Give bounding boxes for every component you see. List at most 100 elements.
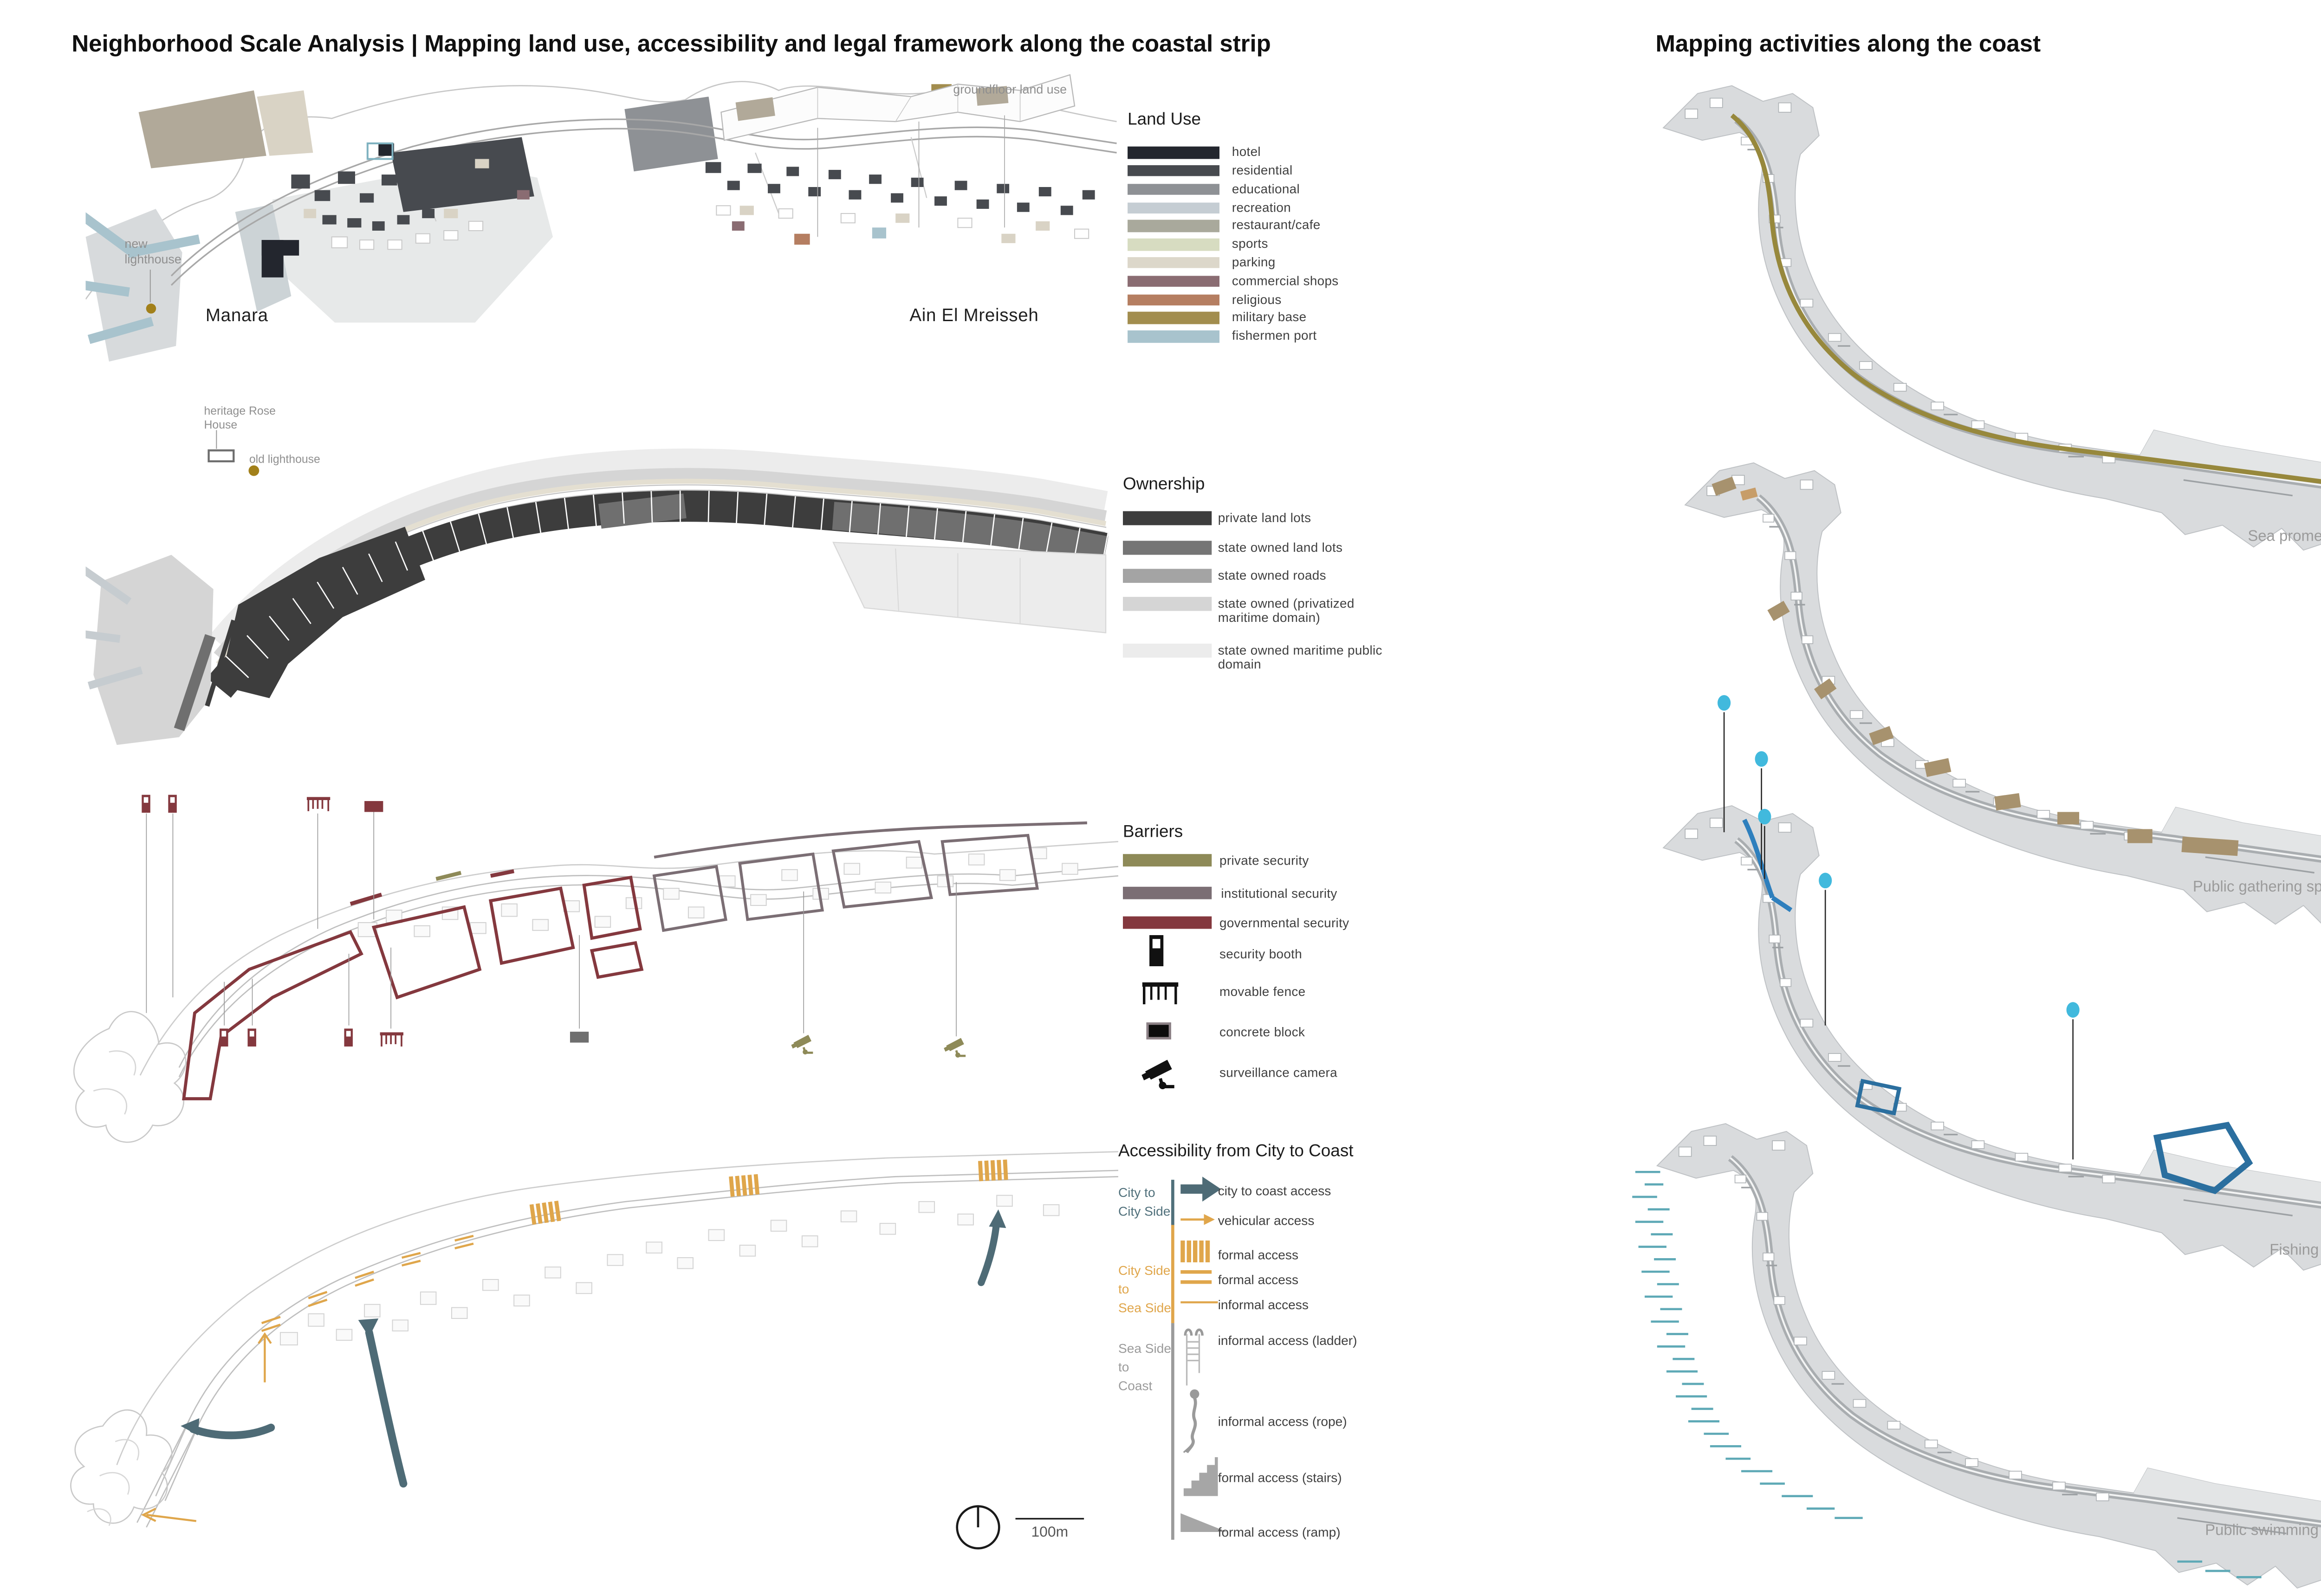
accessibility-map	[70, 1151, 1118, 1528]
ain-el-mreisseh-label: Ain El Mreisseh	[909, 307, 1039, 326]
groundfloor-inset	[720, 74, 1076, 237]
heritage-house-marker	[207, 449, 235, 463]
private-security-segment	[435, 871, 462, 881]
peninsula	[85, 555, 236, 745]
groundfloor-label: groundfloor land use	[953, 82, 1067, 97]
formal-access-hatch-icon	[1180, 1241, 1210, 1263]
residential-swatch	[1128, 165, 1220, 177]
buildings-other	[366, 84, 952, 245]
accessibility-legend: Accessibility from City to Coast City to…	[1118, 1142, 1508, 1551]
buildings-hotel	[261, 143, 394, 278]
governmental-security-swatch	[1123, 916, 1212, 929]
security-booth-icon	[1149, 935, 1164, 967]
legend-row: recreation	[1128, 199, 1486, 217]
legend-row: state owned maritime public domain	[1123, 642, 1489, 677]
leader-lines	[146, 810, 957, 1037]
axon-view-sea-promenade	[1639, 71, 2321, 558]
privatized-maritime-swatch	[1123, 596, 1212, 610]
fishermen-port-swatch	[1128, 330, 1220, 342]
group-label-city: City to City Side	[1118, 1184, 1171, 1219]
religious-swatch	[1128, 294, 1220, 306]
axon-view-public-gathering	[1660, 449, 2321, 935]
legend-row: state owned land lots	[1123, 539, 1489, 559]
rope-icon	[1183, 1389, 1199, 1454]
group-label-seaside: Sea Side to Coast	[1118, 1340, 1172, 1394]
buildings-outline	[331, 205, 1089, 250]
surveillance-camera-icon	[1141, 1057, 1179, 1091]
legend-row: state owned (privatized maritime domain)	[1123, 595, 1489, 630]
headlands	[138, 90, 718, 172]
hotel-swatch	[1128, 147, 1220, 159]
barriers-map	[73, 795, 1119, 1143]
barriers-legend: Barriers private security institutional …	[1123, 823, 1489, 1103]
formal-access-lines-icon	[1180, 1270, 1212, 1284]
formal-access-markers	[141, 1159, 1008, 1522]
view-label-sea-promenade: Sea promenade	[2248, 528, 2321, 546]
base-outline	[70, 1151, 1118, 1528]
legend-row: state owned roads	[1123, 568, 1489, 588]
legend-row: fishermen port	[1128, 327, 1486, 346]
land-use-legend: Land Use hotel residential educational r…	[1128, 110, 1486, 345]
recreation-swatch	[1128, 201, 1220, 214]
view-label-public-gathering: Public gathering spaces	[2192, 879, 2321, 896]
sports-swatch	[1128, 239, 1220, 251]
governmental-security-outlines	[182, 869, 644, 1100]
private-security-swatch	[1123, 854, 1212, 867]
port-area	[85, 204, 292, 362]
ramp-icon	[1180, 1513, 1227, 1532]
informal-access-line-icon	[1180, 1301, 1218, 1304]
legend-row: commercial shops	[1128, 272, 1486, 291]
maritime-public-swatch	[1123, 643, 1212, 657]
vehicular-arrow-icon	[1180, 1214, 1215, 1225]
old-lighthouse-dot	[248, 465, 259, 476]
new-lighthouse-dot	[146, 304, 156, 314]
movable-fence-icon	[1142, 982, 1179, 1005]
group-bar-cityside	[1171, 1225, 1175, 1324]
building-outlines	[279, 1195, 1060, 1346]
private-lots-swatch	[1123, 511, 1212, 525]
legend-row: private land lots	[1123, 510, 1489, 530]
north-compass	[956, 1505, 1000, 1550]
land-use-legend-title: Land Use	[1128, 110, 1201, 129]
gathering-spots	[1712, 477, 2239, 856]
buildings-residential	[291, 162, 1095, 231]
ownership-legend-title: Ownership	[1123, 475, 1205, 494]
manara-open-area	[272, 168, 553, 323]
group-bar-city	[1171, 1180, 1175, 1225]
scale-label: 100m	[1031, 1524, 1069, 1542]
state-owned-lot	[598, 493, 687, 529]
ladder-icon	[1184, 1328, 1204, 1386]
new-lighthouse-label: new lighthouse	[124, 237, 182, 267]
fishing-port-outline	[2153, 1122, 2253, 1195]
buildings-parking	[304, 159, 1050, 243]
legend-row: restaurant/cafe	[1128, 217, 1486, 235]
institutional-security-swatch	[1123, 886, 1212, 899]
view-label-public-swimming: Public swimming areas	[2205, 1522, 2321, 1540]
educational-swatch	[1128, 183, 1220, 195]
coastline	[85, 81, 1117, 300]
parking-swatch	[1128, 257, 1220, 269]
institutional-security-outlines	[652, 821, 1087, 932]
heritage-rose-house-label: heritage Rose House	[204, 403, 276, 433]
large-residential-block	[391, 137, 534, 212]
group-label-cityside: City Side to Sea Side	[1118, 1262, 1172, 1316]
barriers-legend-title: Barriers	[1123, 823, 1183, 842]
promenade-route	[1730, 113, 2321, 484]
group-bar-seaside	[1171, 1323, 1175, 1540]
land-use-map	[85, 74, 1117, 476]
inland-lots	[832, 542, 1107, 633]
building-outlines	[357, 847, 1078, 937]
lighthouse-markers	[146, 269, 259, 476]
right-title: Mapping activities along the coast	[1655, 31, 2041, 58]
concrete-block-icon	[1146, 1022, 1172, 1040]
city-to-coast-arrow-icon	[1180, 1176, 1221, 1202]
scale-bar	[1015, 1518, 1084, 1520]
commercial-swatch	[1128, 275, 1220, 287]
military-swatch	[1128, 312, 1220, 324]
left-title: Neighborhood Scale Analysis | Mapping la…	[71, 31, 1271, 58]
legend-row: sports	[1128, 235, 1486, 254]
legend-row: parking	[1128, 254, 1486, 272]
base-outline	[73, 841, 1119, 1143]
ownership-legend: Ownership private land lots state owned …	[1123, 475, 1489, 693]
